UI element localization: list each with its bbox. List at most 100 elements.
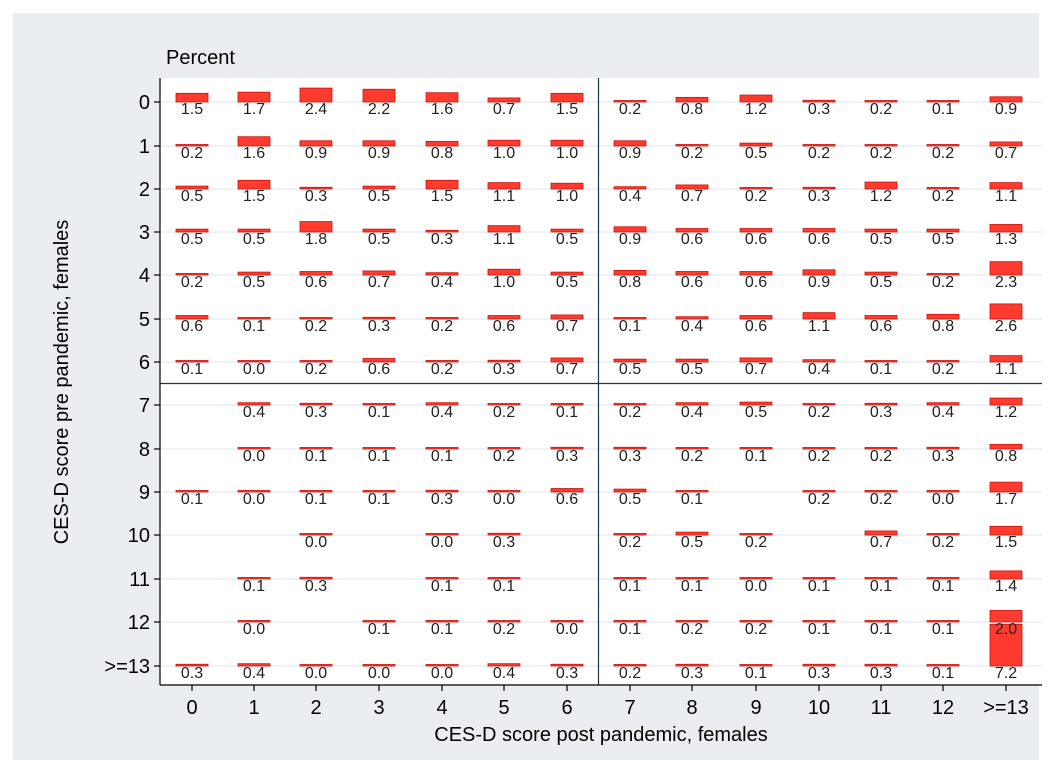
bar-r2-c12 [926, 187, 960, 190]
value-label-r13-c8: 0.3 [681, 665, 703, 682]
bar-r0-c1 [237, 91, 271, 103]
value-label-r12-c12: 0.1 [932, 621, 954, 638]
bar-r12-c8 [675, 620, 709, 623]
value-label-r3-c11: 0.5 [870, 231, 892, 248]
bar-r13-c6 [550, 663, 584, 667]
value-label-r9-c8: 0.1 [681, 491, 703, 508]
bar-r8-c1 [237, 447, 271, 450]
x-tick-label-9: 9 [750, 697, 761, 719]
bar-r0-c9 [739, 94, 773, 103]
bar-r2-c11 [864, 181, 898, 190]
x-axis-title: CES-D score post pandemic, females [434, 724, 767, 746]
bar-r0-c5 [487, 97, 521, 103]
value-label-r2-c8: 0.7 [681, 188, 703, 205]
y-tick-label-7: 7 [139, 395, 150, 417]
y-tick-label-3: 3 [139, 222, 150, 244]
bar-r3-c4 [425, 229, 459, 233]
value-label-r11-c4: 0.1 [431, 578, 453, 595]
bar-r11-c9 [739, 577, 773, 580]
value-label-r0-c6: 1.5 [556, 101, 578, 118]
bar-r10-c12 [926, 533, 960, 536]
bar-r2-c9 [739, 187, 773, 190]
value-label-r13-c9: 0.1 [745, 665, 767, 682]
bar-r0-c13 [989, 96, 1023, 103]
value-label-r13-c6: 0.3 [556, 665, 578, 682]
value-label-r9-c12: 0.0 [932, 491, 954, 508]
bar-r5-c11 [864, 315, 898, 320]
bar-r10-c11 [864, 530, 898, 536]
bar-r12-c7 [613, 620, 647, 623]
x-tick-label-6: 6 [561, 697, 572, 719]
bar-r4-c2 [299, 271, 333, 276]
value-label-r10-c12: 0.2 [932, 534, 954, 551]
bar-r9-c4 [425, 489, 459, 493]
value-label-r6-c2: 0.2 [305, 361, 327, 378]
value-label-r9-c11: 0.2 [870, 491, 892, 508]
bar-r7-c12 [926, 402, 960, 406]
bar-r6-c1 [237, 360, 271, 363]
value-label-r6-c8: 0.5 [681, 361, 703, 378]
value-label-r12-c3: 0.1 [368, 621, 390, 638]
bar-r13-c3 [362, 664, 396, 667]
value-label-r0-c13: 0.9 [995, 101, 1017, 118]
value-label-r0-c9: 1.2 [745, 101, 767, 118]
value-label-r3-c13: 1.3 [995, 231, 1017, 248]
value-label-r5-c0: 0.6 [181, 318, 203, 335]
value-label-r10-c4: 0.0 [431, 534, 453, 551]
value-label-r5-c4: 0.2 [431, 318, 453, 335]
bar-r8-c12 [926, 446, 960, 450]
bar-r12-c12 [926, 620, 960, 623]
value-label-r7-c8: 0.4 [681, 404, 703, 421]
bar-r0-c2 [299, 87, 333, 103]
value-label-r0-c5: 0.7 [493, 101, 515, 118]
value-label-r6-c7: 0.5 [619, 361, 641, 378]
bar-r0-c8 [675, 96, 709, 103]
bar-r4-c9 [739, 271, 773, 276]
bar-r3-c8 [675, 228, 709, 233]
y-tick-label-9: 9 [139, 482, 150, 504]
value-label-r7-c3: 0.1 [368, 404, 390, 421]
value-label-r7-c11: 0.3 [870, 404, 892, 421]
y-tick-label-5: 5 [139, 309, 150, 331]
bar-r1-c11 [864, 144, 898, 147]
bar-r9-c8 [675, 490, 709, 493]
bar-r7-c4 [425, 402, 459, 406]
bar-r6-c2 [299, 360, 333, 363]
bar-r0-c3 [362, 88, 396, 103]
bar-r10-c5 [487, 532, 521, 536]
bar-r6-c4 [425, 360, 459, 363]
value-label-r8-c2: 0.1 [305, 448, 327, 465]
bar-r2-c13 [989, 182, 1023, 190]
y-tick-label-0: 0 [139, 92, 150, 114]
value-label-r5-c7: 0.1 [619, 318, 641, 335]
value-label-r13-c7: 0.2 [619, 665, 641, 682]
value-label-r4-c2: 0.6 [305, 274, 327, 291]
bar-r9-c13 [989, 481, 1023, 493]
value-label-r9-c2: 0.1 [305, 491, 327, 508]
bar-r0-c11 [864, 100, 898, 103]
value-label-r6-c11: 0.1 [870, 361, 892, 378]
bar-r11-c5 [487, 577, 521, 580]
value-label-r10-c7: 0.2 [619, 534, 641, 551]
x-tick-label-7: 7 [624, 697, 635, 719]
bar-r10-c13 [989, 525, 1023, 536]
bar-r8-c5 [487, 447, 521, 450]
bar-r9-c12 [926, 490, 960, 493]
value-label-r7-c1: 0.4 [243, 404, 265, 421]
bar-r4-c8 [675, 271, 709, 276]
bar-r8-c6 [550, 446, 584, 450]
value-label-r9-c4: 0.3 [431, 491, 453, 508]
bar-r8-c9 [739, 447, 773, 450]
bar-r3-c7 [613, 226, 647, 233]
value-label-r2-c4: 1.5 [431, 188, 453, 205]
value-label-r3-c10: 0.6 [808, 231, 830, 248]
bar-r1-c2 [299, 140, 333, 147]
bar-r3-c1 [237, 228, 271, 233]
value-label-r10-c13: 1.5 [995, 534, 1017, 551]
bar-r5-c2 [299, 317, 333, 320]
value-label-r0-c0: 1.5 [181, 101, 203, 118]
bar-r4-c1 [237, 271, 271, 276]
value-label-r3-c3: 0.5 [368, 231, 390, 248]
bar-r7-c5 [487, 403, 521, 406]
y-tick-label-12: 12 [128, 612, 150, 634]
